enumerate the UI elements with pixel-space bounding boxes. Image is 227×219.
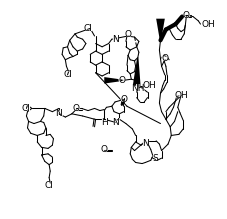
Text: NH: NH	[131, 85, 144, 94]
Text: O: O	[117, 76, 125, 85]
Text: H: H	[100, 118, 108, 127]
Text: OH: OH	[173, 91, 188, 100]
Text: Cl: Cl	[83, 24, 92, 33]
Text: OH: OH	[201, 19, 214, 29]
Text: Cl: Cl	[83, 24, 93, 33]
Text: N: N	[111, 118, 119, 127]
Text: O: O	[119, 95, 127, 104]
Text: O: O	[160, 54, 168, 63]
Text: N: N	[55, 109, 62, 118]
Text: OH: OH	[142, 81, 156, 90]
Text: OH: OH	[173, 91, 187, 100]
Text: O: O	[124, 30, 131, 39]
Text: OH: OH	[201, 19, 216, 29]
Text: Cl: Cl	[22, 104, 31, 113]
Text: S: S	[152, 154, 157, 163]
Text: O: O	[72, 104, 79, 113]
Text: O: O	[161, 54, 168, 63]
Text: O: O	[72, 104, 80, 113]
Text: O: O	[100, 145, 107, 154]
Polygon shape	[132, 58, 140, 86]
Text: O: O	[118, 76, 125, 85]
Text: Cl: Cl	[62, 70, 72, 79]
Polygon shape	[155, 19, 164, 40]
Text: Cl: Cl	[63, 70, 72, 79]
Text: N: N	[55, 109, 62, 118]
Text: O: O	[100, 145, 108, 154]
Text: N: N	[112, 118, 118, 127]
Text: OH: OH	[141, 81, 157, 90]
Text: N: N	[111, 35, 118, 44]
Text: O: O	[182, 11, 189, 20]
Text: N: N	[141, 138, 148, 148]
Text: H: H	[101, 118, 107, 127]
Text: N: N	[111, 35, 118, 44]
Text: NH: NH	[130, 85, 145, 94]
Text: O: O	[124, 30, 131, 39]
Text: Cl: Cl	[44, 181, 54, 190]
Text: O: O	[182, 11, 190, 20]
Text: Cl: Cl	[22, 104, 31, 113]
Text: Cl: Cl	[44, 181, 53, 190]
Text: O: O	[120, 95, 127, 104]
Text: N: N	[141, 138, 148, 148]
Polygon shape	[104, 77, 122, 84]
Text: S: S	[151, 154, 158, 163]
